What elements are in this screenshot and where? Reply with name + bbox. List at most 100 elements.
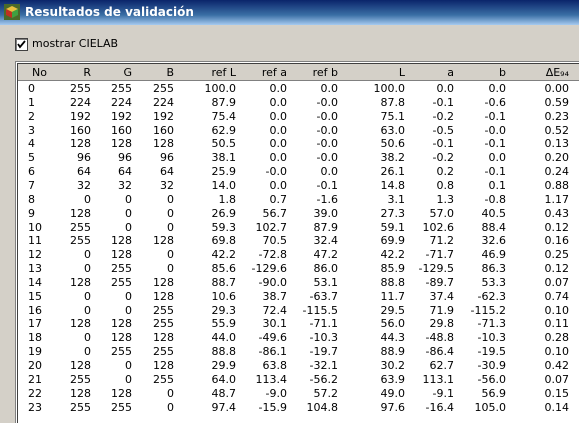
table-cell: -0.6 — [484, 95, 506, 109]
table-row[interactable]: 15 0 0 128 10.6 38.7 -63.7 11.7 37.4 -62.3 0.74 — [18, 290, 579, 304]
table-cell: 224 — [70, 95, 91, 109]
table-row[interactable]: 5 96 96 96 38.1 0.0 -0.0 38.2 -0.2 0.0 0.20 — [18, 151, 579, 165]
table-cell: 0.15 — [544, 386, 570, 400]
table-cell: 9 — [28, 206, 35, 220]
table-cell: 0 — [167, 262, 174, 276]
table-cell: 4 — [28, 137, 35, 151]
column-header[interactable]: B — [166, 66, 174, 79]
table-cell: -0.0 — [316, 151, 338, 165]
column-header[interactable]: ref a — [261, 66, 287, 79]
table-cell: 22 — [28, 386, 42, 400]
table-cell: 255 — [70, 372, 91, 386]
table-row[interactable]: 2 192 192 192 75.4 0.0 -0.0 75.1 -0.2 -0.1 0.23 — [18, 110, 579, 124]
table-cell: -0.1 — [432, 137, 454, 151]
column-header[interactable]: b — [499, 66, 506, 79]
table-cell: 0 — [125, 220, 132, 234]
table-row[interactable]: 4 128 128 128 50.5 0.0 -0.0 50.6 -0.1 -0.1 0.13 — [18, 137, 579, 151]
table-cell: 192 — [111, 109, 132, 123]
table-cell: -71.7 — [425, 248, 454, 262]
table-cell: 85.6 — [211, 262, 237, 276]
table-cell: 32 — [160, 178, 174, 192]
table-cell: -0.2 — [432, 151, 454, 165]
table-cell: 255 — [111, 275, 132, 289]
table-row[interactable]: 8 0 0 0 1.8 0.7 -1.6 3.1 1.3 -0.8 1.17 — [18, 193, 579, 207]
table-cell: 57.2 — [313, 386, 339, 400]
table-cell: 0.74 — [544, 289, 570, 303]
table-cell: 69.8 — [211, 234, 237, 248]
column-header[interactable]: R — [83, 66, 91, 79]
table-cell: 62.7 — [429, 359, 455, 372]
table-row[interactable]: 18 0 128 128 44.0 -49.6 -10.3 44.3 -48.8 -10.3 0.2… — [18, 331, 579, 345]
table-row[interactable]: 19 0 255 255 88.8 -86.1 -19.7 88.9 -86.4 -19.5 0.1… — [18, 345, 579, 359]
table-cell: 255 — [70, 82, 91, 95]
table-row[interactable]: 11 255 128 128 69.8 70.5 32.4 69.9 71.2 32.6 0.16 — [18, 234, 579, 248]
table-cell: -19.7 — [309, 345, 338, 359]
table-cell: 0.20 — [544, 151, 570, 165]
table-cell: 255 — [153, 345, 174, 359]
table-cell: -16.4 — [425, 400, 454, 414]
table-cell: 104.8 — [306, 400, 339, 414]
table-cell: 0.0 — [269, 95, 288, 109]
table-cell: 0.7 — [269, 192, 288, 206]
column-header[interactable]: L — [398, 66, 405, 79]
table-cell: 100.0 — [373, 82, 406, 95]
table-row[interactable]: 22 128 128 0 48.7 -9.0 57.2 49.0 -9.1 56.9 0.15 — [18, 387, 579, 401]
table-cell: 63.8 — [262, 359, 288, 372]
column-header[interactable]: ref b — [312, 66, 338, 79]
table-cell: 38.1 — [211, 151, 237, 165]
table-cell: 0.12 — [544, 262, 570, 276]
table-cell: 224 — [153, 95, 174, 109]
table-row[interactable]: 17 128 128 255 55.9 30.1 -71.1 56.0 29.8 -71.3 0.1… — [18, 317, 579, 331]
table-cell: 128 — [153, 275, 174, 289]
table-cell: 5 — [28, 151, 35, 165]
table-cell: 85.9 — [380, 262, 406, 276]
table-cell: 160 — [111, 123, 132, 137]
table-row[interactable]: 14 128 255 128 88.7 -90.0 53.1 88.8 -89.7 53.3 0.0… — [18, 276, 579, 290]
table-row[interactable]: 23 255 255 0 97.4 -15.9 104.8 97.6 -16.4 105.0 0.1… — [18, 401, 579, 415]
column-header[interactable]: G — [123, 66, 132, 79]
table-cell: 128 — [111, 234, 132, 248]
table-cell: 0.23 — [544, 109, 570, 123]
table-cell: 0.0 — [269, 109, 288, 123]
table-cell: -71.1 — [309, 317, 338, 331]
table-row[interactable]: 12 0 128 0 42.2 -72.8 47.2 42.2 -71.7 46.9 0.25 — [18, 248, 579, 262]
table-cell: 0.13 — [544, 137, 570, 151]
table-row[interactable]: 20 128 0 128 29.9 63.8 -32.1 30.2 62.7 -30.9 0.42 — [18, 359, 579, 373]
column-header[interactable]: ΔE₉₄ — [545, 66, 569, 79]
table-cell: 88.8 — [211, 345, 237, 359]
table-cell: 32 — [77, 178, 91, 192]
table-cell: 0.25 — [544, 248, 570, 262]
table-cell: 160 — [70, 123, 91, 137]
column-header[interactable]: No — [32, 66, 47, 79]
table-cell: 48.7 — [211, 386, 237, 400]
table-cell: 0.59 — [544, 95, 570, 109]
table-cell: 160 — [153, 123, 174, 137]
table-cell: 69.9 — [380, 234, 406, 248]
table-row[interactable]: 0 255 255 255 100.0 0.0 0.0 100.0 0.0 0.0 0.00 — [18, 82, 579, 96]
column-header[interactable]: a — [447, 66, 454, 79]
table-cell: 100.0 — [204, 82, 237, 95]
table-row[interactable]: 7 32 32 32 14.0 0.0 -0.1 14.8 0.8 0.1 0.88 — [18, 179, 579, 193]
table-row[interactable]: 9 128 0 0 26.9 56.7 39.0 27.3 57.0 40.5 0.43 — [18, 207, 579, 221]
column-header[interactable]: ref L — [211, 66, 236, 79]
table-row[interactable]: 21 255 0 255 64.0 113.4 -56.2 63.9 113.1 -56.0 0.0… — [18, 373, 579, 387]
table-row[interactable]: 16 0 0 255 29.3 72.4 -115.5 29.5 71.9 -115.2 0.10 — [18, 304, 579, 318]
table-cell: -0.0 — [265, 165, 287, 179]
show-cielab-label[interactable]: mostrar CIELAB — [32, 37, 119, 50]
table-cell: 0 — [84, 248, 91, 262]
table-cell: 29.9 — [211, 359, 237, 372]
table-cell: 29.5 — [380, 303, 406, 317]
table-cell: 105.0 — [474, 400, 507, 414]
table-cell: 12 — [28, 248, 42, 262]
table-row[interactable]: 1 224 224 224 87.9 0.0 -0.0 87.8 -0.1 -0.6 0.59 — [18, 96, 579, 110]
table-row[interactable]: 3 160 160 160 62.9 0.0 -0.0 63.0 -0.5 -0.0 0.52 — [18, 124, 579, 138]
show-cielab-checkbox[interactable] — [15, 38, 28, 51]
table-row[interactable]: 6 64 64 64 25.9 -0.0 0.0 26.1 0.2 -0.1 0.24 — [18, 165, 579, 179]
table-cell: 113.1 — [422, 372, 455, 386]
table-row[interactable]: 13 0 255 0 85.6 -129.6 86.0 85.9 -129.5 86.3 0.12 — [18, 262, 579, 276]
table-row[interactable]: 10 255 0 0 59.3 102.7 87.9 59.1 102.6 88.4 0.12 — [18, 221, 579, 235]
table-cell: 0 — [125, 206, 132, 220]
table-cell: 0 — [125, 359, 132, 372]
table-cell: 96 — [118, 151, 132, 165]
